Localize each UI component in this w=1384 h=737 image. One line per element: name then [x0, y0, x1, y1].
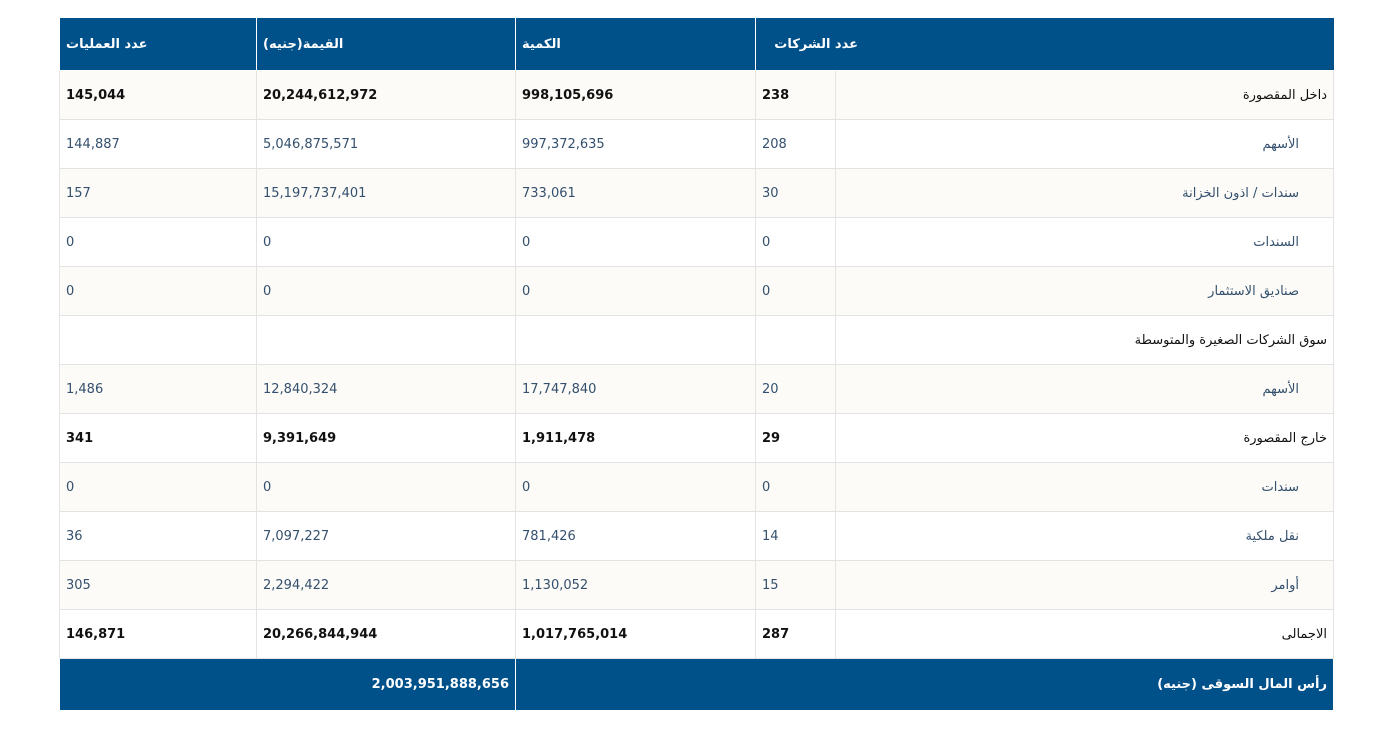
- companies-cell: 29: [755, 413, 836, 463]
- row-label: سندات / اذون الخزانة: [835, 168, 1334, 218]
- header-value: القيمة(جنيه): [256, 18, 516, 71]
- row-label: نقل ملكية: [835, 511, 1334, 561]
- table-row: سوق الشركات الصغيرة والمتوسطة: [59, 315, 1334, 365]
- quantity-cell: 1,017,765,014: [515, 609, 756, 659]
- value-cell: 5,046,875,571: [256, 119, 516, 169]
- table-row: أوامر 15 1,130,052 2,294,422 305: [59, 560, 1334, 610]
- quantity-cell: 1,130,052: [515, 560, 756, 610]
- companies-cell: 14: [755, 511, 836, 561]
- row-label: سندات: [835, 462, 1334, 512]
- companies-cell: 30: [755, 168, 836, 218]
- table-row: السندات 0 0 0 0: [59, 217, 1334, 267]
- value-cell: 20,266,844,944: [256, 609, 516, 659]
- quantity-cell: 998,105,696: [515, 70, 756, 120]
- table-row: سندات / اذون الخزانة 30 733,061 15,197,737,…: [59, 168, 1334, 218]
- market-cap-row: رأس المال السوقى (جنيه) 2,003,951,888,65…: [59, 658, 1334, 711]
- quantity-cell: 17,747,840: [515, 364, 756, 414]
- trades-cell: 0: [59, 266, 257, 316]
- companies-cell: 0: [755, 266, 836, 316]
- row-label: خارج المقصورة: [835, 413, 1334, 463]
- row-label: داخل المقصورة: [835, 70, 1334, 120]
- companies-cell: 208: [755, 119, 836, 169]
- header-trades: عدد العمليات: [59, 18, 257, 71]
- companies-cell: 0: [755, 217, 836, 267]
- value-cell: [256, 315, 516, 365]
- quantity-cell: 997,372,635: [515, 119, 756, 169]
- header-companies: عدد الشركات: [755, 18, 1334, 71]
- table-header: عدد الشركات الكمية القيمة(جنيه) عدد العم…: [59, 18, 1334, 71]
- row-label: الأسهم: [835, 364, 1334, 414]
- companies-cell: 20: [755, 364, 836, 414]
- trades-cell: 157: [59, 168, 257, 218]
- value-cell: 9,391,649: [256, 413, 516, 463]
- table-row: صناديق الاستثمار 0 0 0 0: [59, 266, 1334, 316]
- trades-cell: 0: [59, 217, 257, 267]
- row-label: الاجمالى: [835, 609, 1334, 659]
- value-cell: 12,840,324: [256, 364, 516, 414]
- quantity-cell: 733,061: [515, 168, 756, 218]
- value-cell: 2,294,422: [256, 560, 516, 610]
- trades-cell: 305: [59, 560, 257, 610]
- market-summary-table: عدد الشركات الكمية القيمة(جنيه) عدد العم…: [59, 18, 1334, 711]
- companies-cell: 287: [755, 609, 836, 659]
- trades-cell: 341: [59, 413, 257, 463]
- trades-cell: 36: [59, 511, 257, 561]
- quantity-cell: 0: [515, 217, 756, 267]
- table-row: خارج المقصورة 29 1,911,478 9,391,649 341: [59, 413, 1334, 463]
- table-row: الأسهم 20 17,747,840 12,840,324 1,486: [59, 364, 1334, 414]
- trades-cell: 1,486: [59, 364, 257, 414]
- companies-cell: 0: [755, 462, 836, 512]
- quantity-cell: 1,911,478: [515, 413, 756, 463]
- row-label: صناديق الاستثمار: [835, 266, 1334, 316]
- table-row: الأسهم 208 997,372,635 5,046,875,571 144,887: [59, 119, 1334, 169]
- row-label: الأسهم: [835, 119, 1334, 169]
- trades-cell: 145,044: [59, 70, 257, 120]
- market-cap-value: 2,003,951,888,656: [59, 658, 516, 711]
- table-row: الاجمالى 287 1,017,765,014 20,266,844,944 14…: [59, 609, 1334, 659]
- row-label: سوق الشركات الصغيرة والمتوسطة: [835, 315, 1334, 365]
- companies-cell: 238: [755, 70, 836, 120]
- trades-cell: 146,871: [59, 609, 257, 659]
- table-row: سندات 0 0 0 0: [59, 462, 1334, 512]
- value-cell: 15,197,737,401: [256, 168, 516, 218]
- header-quantity: الكمية: [515, 18, 756, 71]
- value-cell: 0: [256, 462, 516, 512]
- row-label: السندات: [835, 217, 1334, 267]
- table-row: داخل المقصورة 238 998,105,696 20,244,612,97…: [59, 70, 1334, 120]
- trades-cell: [59, 315, 257, 365]
- value-cell: 20,244,612,972: [256, 70, 516, 120]
- quantity-cell: 0: [515, 266, 756, 316]
- row-label: أوامر: [835, 560, 1334, 610]
- companies-cell: 15: [755, 560, 836, 610]
- trades-cell: 144,887: [59, 119, 257, 169]
- quantity-cell: [515, 315, 756, 365]
- quantity-cell: 781,426: [515, 511, 756, 561]
- trades-cell: 0: [59, 462, 257, 512]
- value-cell: 7,097,227: [256, 511, 516, 561]
- companies-cell: [755, 315, 836, 365]
- table-row: نقل ملكية 14 781,426 7,097,227 36: [59, 511, 1334, 561]
- value-cell: 0: [256, 266, 516, 316]
- quantity-cell: 0: [515, 462, 756, 512]
- value-cell: 0: [256, 217, 516, 267]
- market-cap-label: رأس المال السوقى (جنيه): [515, 658, 1334, 711]
